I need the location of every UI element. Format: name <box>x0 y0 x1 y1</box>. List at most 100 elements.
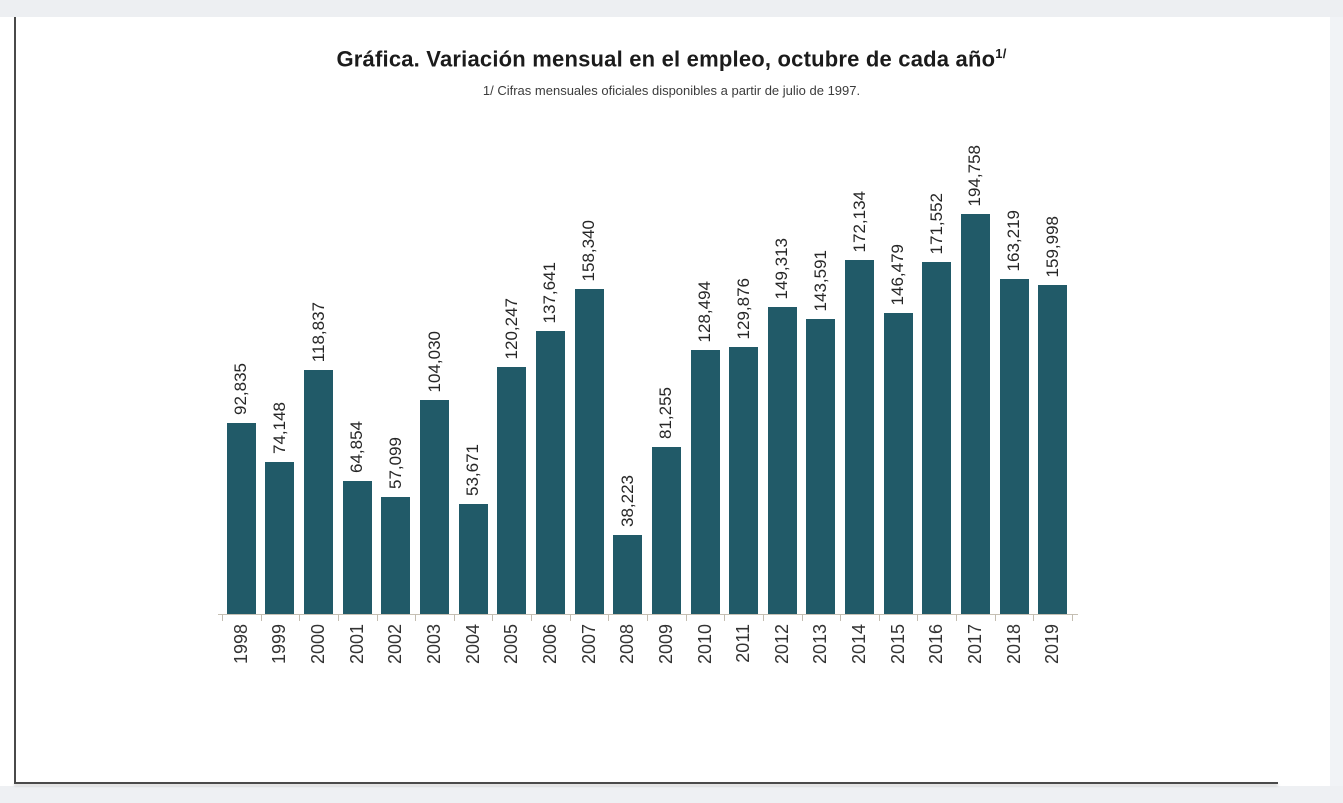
x-axis-tick <box>1072 614 1073 621</box>
x-axis-tick <box>801 614 803 621</box>
x-axis-tick <box>762 614 764 621</box>
bar-2016 <box>922 262 952 614</box>
bar-2017 <box>960 214 990 614</box>
x-label-cell-2011: 2011 <box>724 624 763 702</box>
x-axis-tick-label-2018: 2018 <box>1003 624 1024 665</box>
bar-column-2013: 143,591 <box>802 214 841 614</box>
x-axis-tick <box>724 614 726 621</box>
x-label-cell-2000: 2000 <box>299 624 338 702</box>
bar-column-2003: 104,030 <box>415 214 454 614</box>
x-axis-tick-label-1999: 1999 <box>269 624 290 665</box>
x-label-cell-2007: 2007 <box>570 624 609 702</box>
bar-column-2006: 137,641 <box>531 214 570 614</box>
bar-chart-plot-area: 92,835 74,148 118,837 64,854 57,099 104,030 53… <box>222 145 1072 614</box>
x-axis-tick <box>531 614 533 621</box>
x-axis-tick-label-2006: 2006 <box>539 624 560 665</box>
bar-value-label-2003: 104,030 <box>424 330 444 392</box>
bar-column-2014: 172,134 <box>840 191 879 614</box>
bar-2003 <box>420 400 450 614</box>
x-axis-tick <box>569 614 571 621</box>
bar-column-2016: 171,552 <box>918 193 957 614</box>
x-axis-tick-label-2001: 2001 <box>346 624 367 665</box>
bar-column-2005: 120,247 <box>492 214 531 614</box>
x-axis-tick-label-2009: 2009 <box>655 624 676 665</box>
x-axis-tick <box>840 614 842 621</box>
bar-2014 <box>845 260 875 614</box>
chart-title-footnote-marker: 1/ <box>995 46 1007 61</box>
bar-column-2004: 53,671 <box>454 214 493 614</box>
x-axis-tick <box>492 614 494 621</box>
chart-title-text: Gráfica. Variación mensual en el empleo,… <box>336 46 996 72</box>
bar-1998 <box>226 423 256 614</box>
bar-column-1998: 92,835 <box>222 214 261 614</box>
bar-column-2002: 57,099 <box>377 214 416 614</box>
bar-value-label-1999: 74,148 <box>269 402 289 454</box>
bar-value-label-2006: 137,641 <box>540 261 560 323</box>
x-axis-tick-label-2012: 2012 <box>771 624 792 665</box>
x-axis-tick <box>415 614 417 621</box>
x-axis-tick-label-2003: 2003 <box>424 624 445 665</box>
x-axis-tick-label-2013: 2013 <box>810 624 831 665</box>
bar-2006 <box>535 331 565 614</box>
bar-value-label-2017: 194,758 <box>965 144 985 206</box>
bar-2005 <box>497 367 527 614</box>
page-left-border <box>14 17 16 784</box>
bar-value-label-2001: 64,854 <box>347 421 367 473</box>
bar-column-2009: 81,255 <box>647 214 686 614</box>
x-axis-tick-label-2002: 2002 <box>385 624 406 665</box>
x-label-cell-2017: 2017 <box>956 624 995 702</box>
bar-value-label-2005: 120,247 <box>501 297 521 359</box>
x-label-cell-2008: 2008 <box>608 624 647 702</box>
bar-2007 <box>574 289 604 614</box>
bar-value-label-2004: 53,671 <box>463 444 483 496</box>
x-axis-tick <box>647 614 648 621</box>
bar-column-2000: 118,837 <box>299 214 338 614</box>
page-bottom-border <box>14 782 1278 784</box>
x-axis-tick <box>994 614 996 621</box>
x-axis-tick <box>685 614 687 621</box>
right-page-margin <box>1330 17 1343 786</box>
bar-2019 <box>1038 285 1068 614</box>
x-axis-tick <box>453 614 455 621</box>
bar-column-2001: 64,854 <box>338 214 377 614</box>
chart-footnote: 1/ Cifras mensuales oficiales disponible… <box>482 83 861 98</box>
bar-value-label-2016: 171,552 <box>926 192 946 254</box>
x-axis-labels: 1998 1999 2000 2001 2002 2003 2004 2005 2006 2007… <box>222 624 1072 702</box>
x-label-cell-2010: 2010 <box>686 624 725 702</box>
x-label-cell-2001: 2001 <box>338 624 377 702</box>
x-label-cell-2009: 2009 <box>647 624 686 702</box>
x-axis-tick-label-2004: 2004 <box>462 624 483 665</box>
x-label-cell-2019: 2019 <box>1033 624 1072 702</box>
x-axis-tick-label-2015: 2015 <box>887 624 908 665</box>
x-axis-tick-label-2017: 2017 <box>964 624 985 665</box>
bar-value-label-2014: 172,134 <box>849 190 869 252</box>
x-label-cell-2005: 2005 <box>492 624 531 702</box>
x-axis-tick-label-2011: 2011 <box>733 624 754 663</box>
bar-column-2008: 38,223 <box>608 214 647 614</box>
x-label-cell-2018: 2018 <box>995 624 1034 702</box>
x-axis-tick <box>260 614 262 621</box>
chart-title: Gráfica. Variación mensual en el empleo,… <box>0 46 1343 72</box>
x-axis-tick <box>917 614 919 621</box>
x-label-cell-2003: 2003 <box>415 624 454 702</box>
x-label-cell-2006: 2006 <box>531 624 570 702</box>
bar-2010 <box>690 350 720 614</box>
x-axis-tick-label-2019: 2019 <box>1042 624 1063 665</box>
x-axis-tick-label-2010: 2010 <box>694 624 715 665</box>
bar-1999 <box>265 462 295 614</box>
x-axis-tick <box>878 614 880 621</box>
x-axis-tick <box>337 614 339 621</box>
bar-value-label-2009: 81,255 <box>656 387 676 439</box>
x-label-cell-1999: 1999 <box>261 624 300 702</box>
bar-2008 <box>613 535 643 614</box>
bar-value-label-2018: 163,219 <box>1004 209 1024 271</box>
bar-2013 <box>806 319 836 614</box>
x-label-cell-2014: 2014 <box>840 624 879 702</box>
bar-value-label-2000: 118,837 <box>308 301 328 362</box>
bar-column-2011: 129,876 <box>724 214 763 614</box>
bar-2002 <box>381 497 411 614</box>
x-axis-line <box>218 614 1078 615</box>
bar-value-label-2002: 57,099 <box>385 437 405 489</box>
x-axis-tick-label-2014: 2014 <box>849 624 870 665</box>
